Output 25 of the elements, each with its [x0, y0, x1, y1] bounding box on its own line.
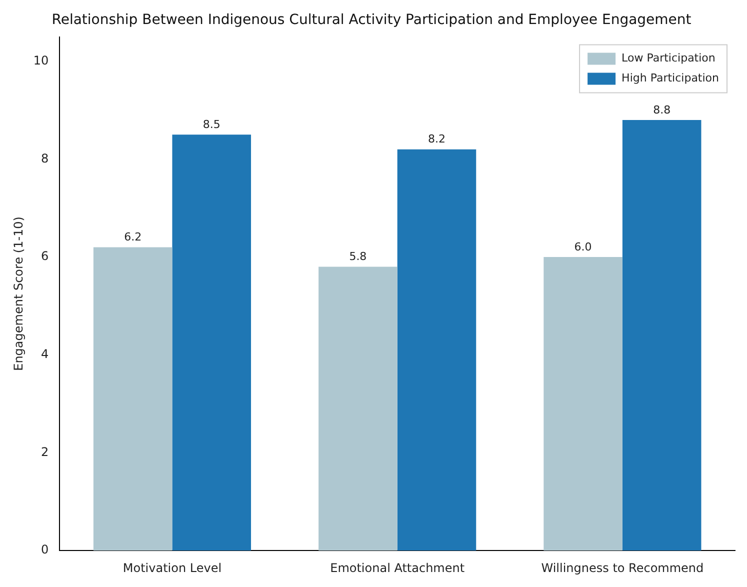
bar [397, 149, 476, 551]
data-label: 6.0 [574, 240, 592, 254]
legend-label: High Participation [622, 72, 720, 85]
legend-label: Low Participation [622, 52, 716, 65]
x-tick-label: Willingness to Recommend [541, 560, 704, 575]
y-tick-label: 4 [41, 346, 49, 361]
data-label: 5.8 [349, 250, 367, 264]
y-tick-label: 10 [33, 53, 49, 68]
bar [172, 134, 252, 551]
y-tick-label: 6 [41, 249, 49, 264]
y-tick-label: 8 [41, 151, 49, 166]
x-tick-label: Emotional Attachment [330, 560, 465, 575]
bar [318, 266, 398, 551]
bar [93, 247, 172, 551]
y-tick-label: 2 [41, 444, 49, 459]
data-label: 6.2 [124, 230, 142, 244]
data-label: 8.2 [428, 132, 446, 146]
data-label: 8.8 [653, 103, 671, 116]
y-tick-label: 0 [41, 542, 49, 557]
bar [544, 257, 622, 551]
chart-title: Relationship Between Indigenous Cultural Activity Participation and Employee Engagement [52, 12, 692, 28]
data-label: 8.5 [202, 118, 220, 132]
x-tick-label: Motivation Level [122, 560, 222, 575]
bar [622, 120, 702, 551]
y-axis-title: Engagement Score (1-10) [11, 216, 26, 371]
